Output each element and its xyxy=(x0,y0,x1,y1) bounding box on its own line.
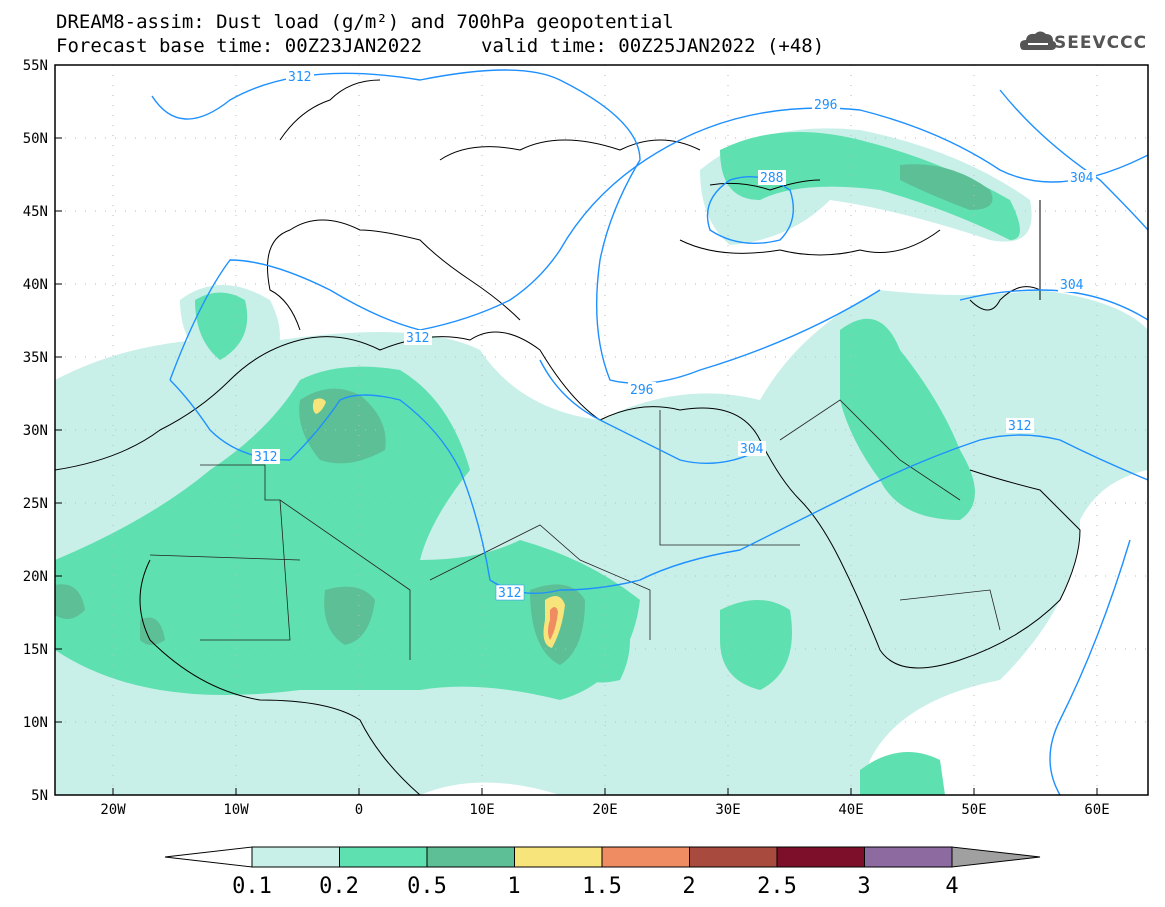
colorbar-label: 2 xyxy=(682,874,695,899)
lon-label: 50E xyxy=(961,802,986,818)
contour-labels: 312 296 288 304 304 312 312 296 304 312 … xyxy=(252,69,1096,601)
contour-label: 296 xyxy=(630,383,653,398)
lon-label: 20E xyxy=(592,802,617,818)
contour-label: 312 xyxy=(498,586,521,601)
lat-label: 40N xyxy=(23,277,48,293)
lat-label: 35N xyxy=(23,350,48,366)
lat-label: 50N xyxy=(23,131,48,147)
longitude-labels: 20W 10W 0 10E 20E 30E 40E 50E 60E xyxy=(100,802,1109,818)
colorbar-label: 3 xyxy=(857,874,870,899)
colorbar-swatch xyxy=(339,846,428,868)
colorbar-label: 2.5 xyxy=(757,874,797,899)
colorbar-label: 0.2 xyxy=(319,874,359,899)
lat-label: 30N xyxy=(23,423,48,439)
lat-label: 5N xyxy=(31,788,48,804)
lat-label: 55N xyxy=(23,58,48,74)
logo-text: SEEVCCC xyxy=(1054,33,1148,53)
contour-label: 304 xyxy=(1060,278,1084,293)
coastlines xyxy=(54,79,1081,796)
valid-time: valid time: 00Z25JAN2022 (+48) xyxy=(481,35,825,57)
contour-label: 312 xyxy=(288,70,311,85)
colorbar-label: 0.1 xyxy=(232,874,272,899)
colorbar-over-triangle xyxy=(951,846,1041,868)
contour-label: 288 xyxy=(760,171,783,186)
cloud-icon xyxy=(1020,31,1057,50)
contour-label: 304 xyxy=(740,442,764,457)
colorbar xyxy=(164,846,1041,868)
colorbar-swatch xyxy=(864,846,953,868)
colorbar-under-triangle xyxy=(164,846,253,868)
latitude-labels: 55N 50N 45N 40N 35N 30N 25N 20N 15N 10N … xyxy=(23,58,48,804)
lon-label: 40E xyxy=(838,802,863,818)
colorbar-swatch xyxy=(776,846,865,868)
dust-fill-medium xyxy=(55,132,1020,795)
ticks xyxy=(55,64,1098,795)
colorbar-swatch xyxy=(601,846,690,868)
contour-label: 312 xyxy=(254,450,277,465)
borders xyxy=(149,399,1001,660)
colorbar-label: 0.5 xyxy=(407,874,447,899)
contour-label: 304 xyxy=(1070,171,1094,186)
colorbar-swatch xyxy=(251,846,340,868)
lat-label: 25N xyxy=(23,496,48,512)
lat-label: 45N xyxy=(23,204,48,220)
contour-label: 296 xyxy=(814,98,837,113)
lat-label: 20N xyxy=(23,569,48,585)
map-title: DREAM8-assim: Dust load (g/m²) and 700hP… xyxy=(56,11,674,33)
graticule xyxy=(55,65,1148,795)
colorbar-labels: 0.1 0.2 0.5 1 1.5 2 2.5 3 4 xyxy=(232,874,959,899)
contour-label: 312 xyxy=(1008,419,1031,434)
contour-label: 312 xyxy=(406,331,429,346)
colorbar-swatch xyxy=(426,846,515,868)
lon-label: 0 xyxy=(355,802,363,818)
lon-label: 30E xyxy=(715,802,740,818)
base-time: Forecast base time: 00Z23JAN2022 xyxy=(56,35,423,57)
dust-fill-high xyxy=(312,398,565,648)
colorbar-swatch xyxy=(514,846,603,868)
colorbar-label: 4 xyxy=(945,874,958,899)
colorbar-label: 1 xyxy=(507,874,520,899)
lon-label: 10E xyxy=(469,802,494,818)
colorbar-swatch xyxy=(689,846,778,868)
lat-label: 10N xyxy=(23,715,48,731)
colorbar-label: 1.5 xyxy=(582,874,622,899)
lon-label: 20W xyxy=(100,802,126,818)
lon-label: 60E xyxy=(1084,802,1109,818)
dust-fill-light xyxy=(55,128,1148,795)
forecast-time-line: Forecast base time: 00Z23JAN2022 valid ti… xyxy=(56,35,824,57)
lat-label: 15N xyxy=(23,642,48,658)
lon-label: 10W xyxy=(223,802,249,818)
